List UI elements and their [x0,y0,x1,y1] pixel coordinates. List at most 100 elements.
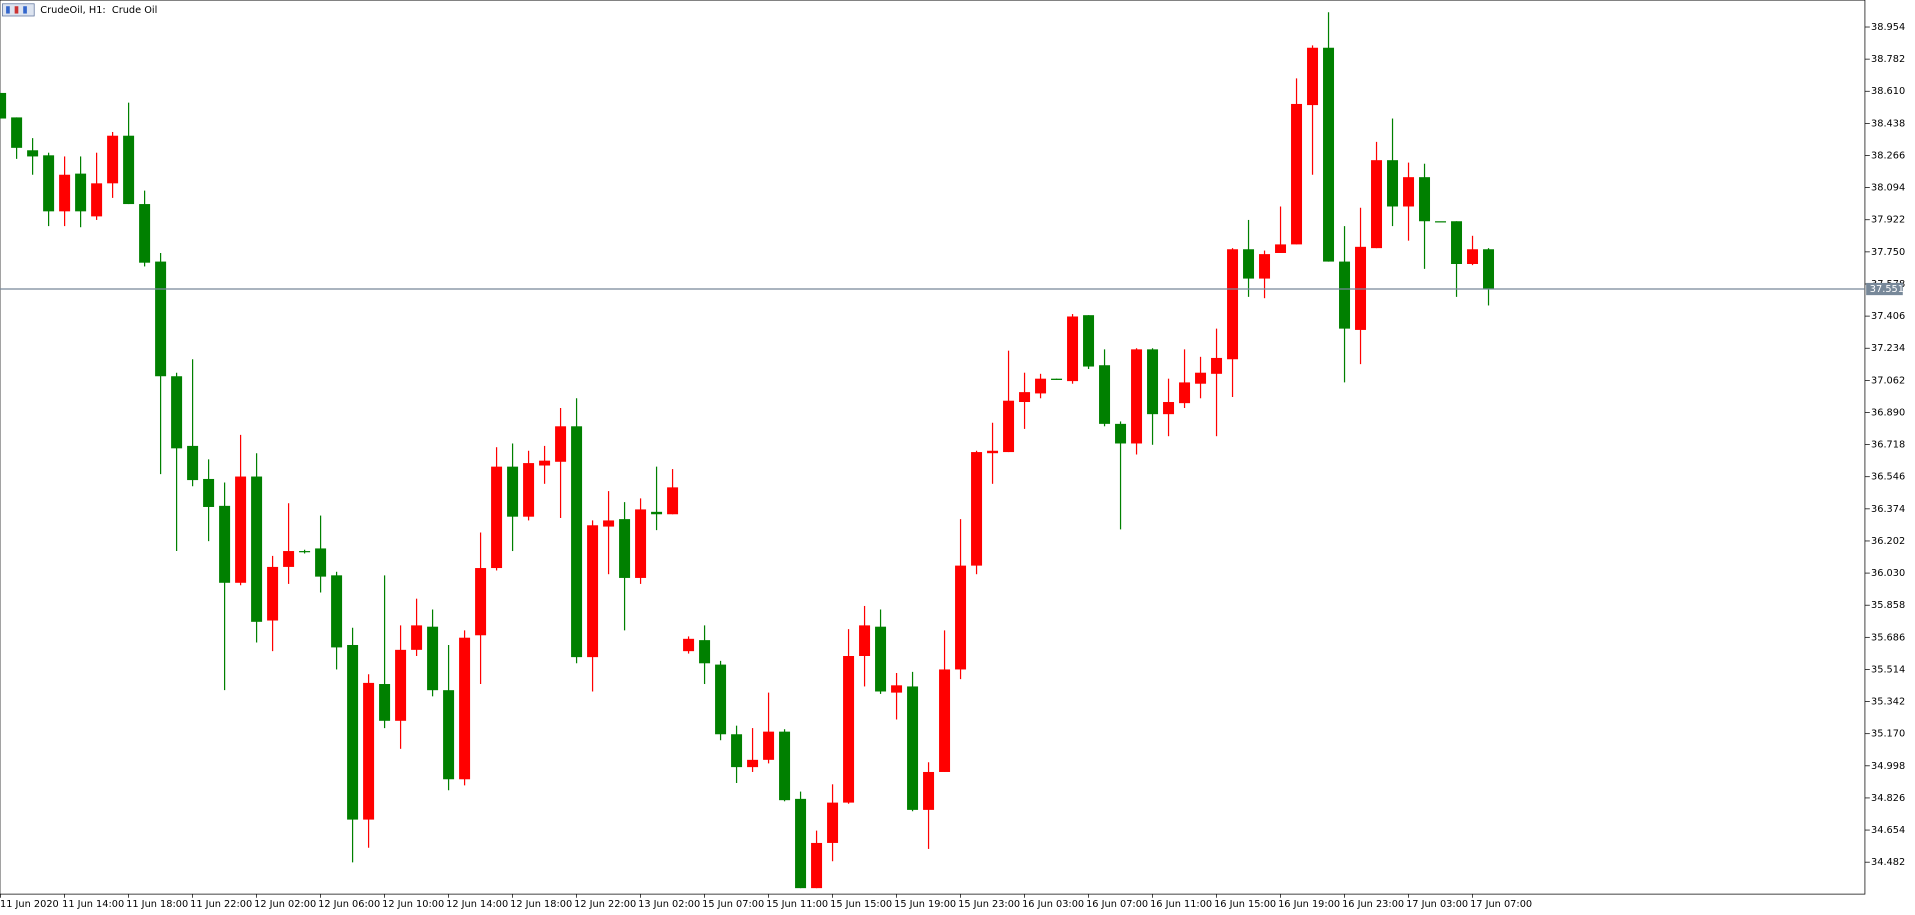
candle-body [59,174,71,212]
candle-body [1067,316,1079,382]
x-tick-label: 16 Jun 23:00 [1342,899,1404,910]
x-tick-label: 12 Jun 06:00 [318,899,380,910]
candle-body [795,798,807,889]
candle-body [1179,382,1191,404]
candle-body [187,445,199,481]
candle-body [75,173,87,212]
x-tick-label: 12 Jun 10:00 [382,899,444,910]
candle-body [411,625,423,650]
candle-body [1387,160,1399,207]
y-tick-label: 36.374 [1871,504,1905,515]
candle-body [251,476,263,622]
candle-body [763,731,775,760]
x-tick-label: 15 Jun 07:00 [702,899,764,910]
x-tick-label: 15 Jun 19:00 [894,899,956,910]
y-tick-label: 35.514 [1871,664,1905,675]
candle-body [1403,177,1415,207]
candle-body [875,626,887,692]
candle-body [427,626,439,691]
candle-body [395,649,407,721]
candle-body [539,460,551,466]
candle-body [683,638,695,652]
x-tick-label: 16 Jun 15:00 [1214,899,1276,910]
candle-body [891,685,903,693]
plot-frame [0,0,1866,895]
candle-body [11,117,23,148]
y-tick-label: 38.266 [1871,151,1905,162]
y-tick-label: 38.954 [1871,22,1905,33]
candle-body [1371,160,1383,249]
y-tick-label: 37.406 [1871,311,1905,322]
x-tick-label: 11 Jun 14:00 [62,899,124,910]
y-tick-label: 37.750 [1871,247,1905,258]
candle-body [91,183,103,217]
candle-body [235,476,247,583]
candle-body [379,684,391,721]
candle-body [139,204,151,263]
candle-body [1019,392,1031,403]
candle-body [27,150,39,157]
candle-body [347,644,359,820]
candle-body [1051,378,1063,380]
candle-body [1355,246,1367,330]
candle-body [1195,372,1207,384]
candle-body [843,656,855,803]
y-tick-label: 38.782 [1871,54,1905,65]
candle-body [635,509,647,578]
candle-body [859,625,871,657]
candle-body [699,640,711,664]
candle-body [443,690,455,780]
y-tick-label: 37.922 [1871,215,1905,226]
x-tick-label: 12 Jun 02:00 [254,899,316,910]
candle-body [283,551,295,567]
y-tick-label: 37.234 [1871,343,1905,354]
candle-body [1131,349,1143,444]
candle-body [1035,378,1047,394]
candle-body [1211,357,1223,374]
candle-body [171,376,183,449]
x-tick-label: 16 Jun 03:00 [1022,899,1084,910]
candle-body [955,565,967,670]
candle-body [267,566,279,621]
candle-body [939,669,951,772]
candle-body [1259,254,1271,279]
candle-body [299,551,311,553]
candle-body [779,731,791,801]
candle-body [827,802,839,843]
candle-body [491,466,503,569]
x-tick-label: 11 Jun 18:00 [126,899,188,910]
candle-body [363,682,375,820]
candle-body [475,568,487,636]
x-tick-label: 12 Jun 14:00 [446,899,508,910]
candle-body [43,155,55,212]
candle-body [1275,244,1287,253]
y-tick-label: 36.546 [1871,472,1905,483]
candle-body [1083,315,1095,367]
x-tick-label: 17 Jun 03:00 [1406,899,1468,910]
candle-body [731,734,743,768]
candle-body [1323,47,1335,262]
candle-body [587,525,599,658]
candle-body [1115,423,1127,444]
candle-body [1451,221,1463,265]
candle-body [1147,349,1159,415]
candle-body [1099,365,1111,424]
chart-title: CrudeOil, H1: Crude Oil [40,5,157,16]
y-tick-label: 34.826 [1871,793,1905,804]
y-tick-label: 35.170 [1871,729,1905,740]
x-tick-label: 11 Jun 22:00 [190,899,252,910]
candle-body [811,842,823,889]
y-tick-label: 38.438 [1871,118,1905,129]
candle-body [715,664,727,735]
candle-body [651,511,663,515]
candle-body [0,92,7,119]
candle-body [459,637,471,780]
y-tick-label: 35.858 [1871,600,1905,611]
x-tick-label: 17 Jun 07:00 [1470,899,1532,910]
y-tick-label: 38.094 [1871,183,1905,194]
candle-body [1339,261,1351,329]
x-tick-label: 16 Jun 07:00 [1086,899,1148,910]
x-tick-label: 13 Jun 02:00 [638,899,700,910]
candle-body [1163,402,1175,415]
